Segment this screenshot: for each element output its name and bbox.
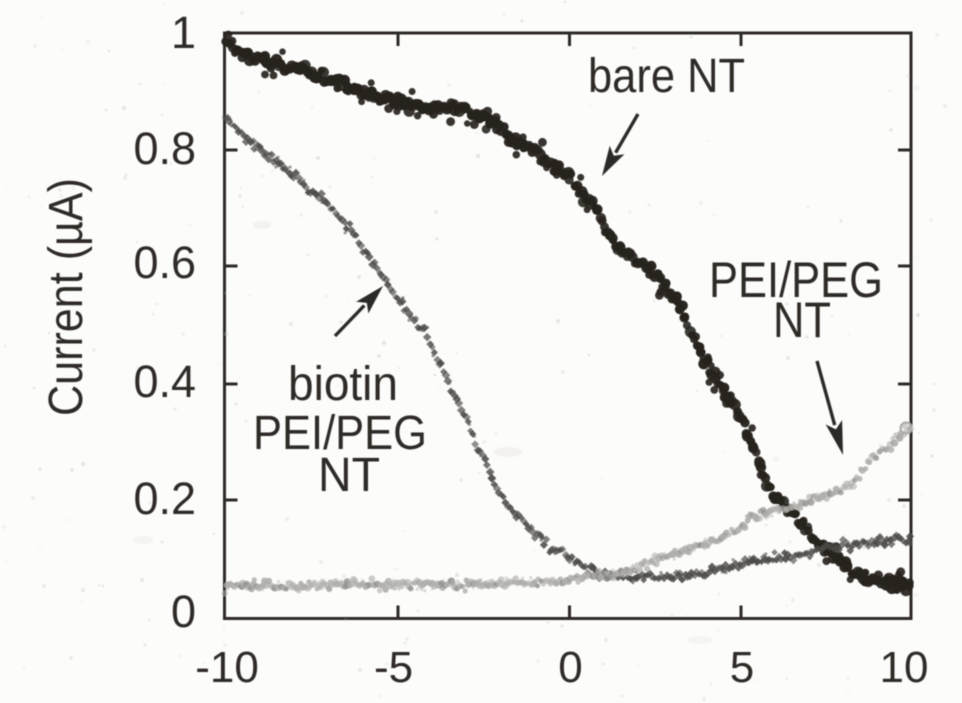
svg-text:NT: NT: [773, 292, 831, 348]
svg-text:0: 0: [558, 643, 582, 692]
svg-text:-5: -5: [374, 643, 413, 692]
svg-text:Current (µA): Current (µA): [40, 178, 93, 416]
svg-text:1: 1: [171, 7, 196, 58]
svg-text:NT: NT: [318, 449, 380, 502]
svg-text:PEI/PEG: PEI/PEG: [253, 407, 427, 460]
svg-text:10: 10: [880, 643, 929, 692]
svg-text:PEI/PEG: PEI/PEG: [709, 252, 883, 308]
svg-text:0.6: 0.6: [133, 237, 196, 288]
svg-text:5: 5: [730, 643, 754, 692]
svg-text:biotin: biotin: [288, 358, 398, 411]
svg-text:0: 0: [171, 586, 196, 637]
svg-text:0.2: 0.2: [133, 473, 196, 524]
svg-text:bare NT: bare NT: [588, 50, 745, 103]
svg-text:0.4: 0.4: [133, 356, 196, 407]
svg-text:-10: -10: [195, 643, 259, 692]
svg-text:0.8: 0.8: [133, 123, 196, 174]
